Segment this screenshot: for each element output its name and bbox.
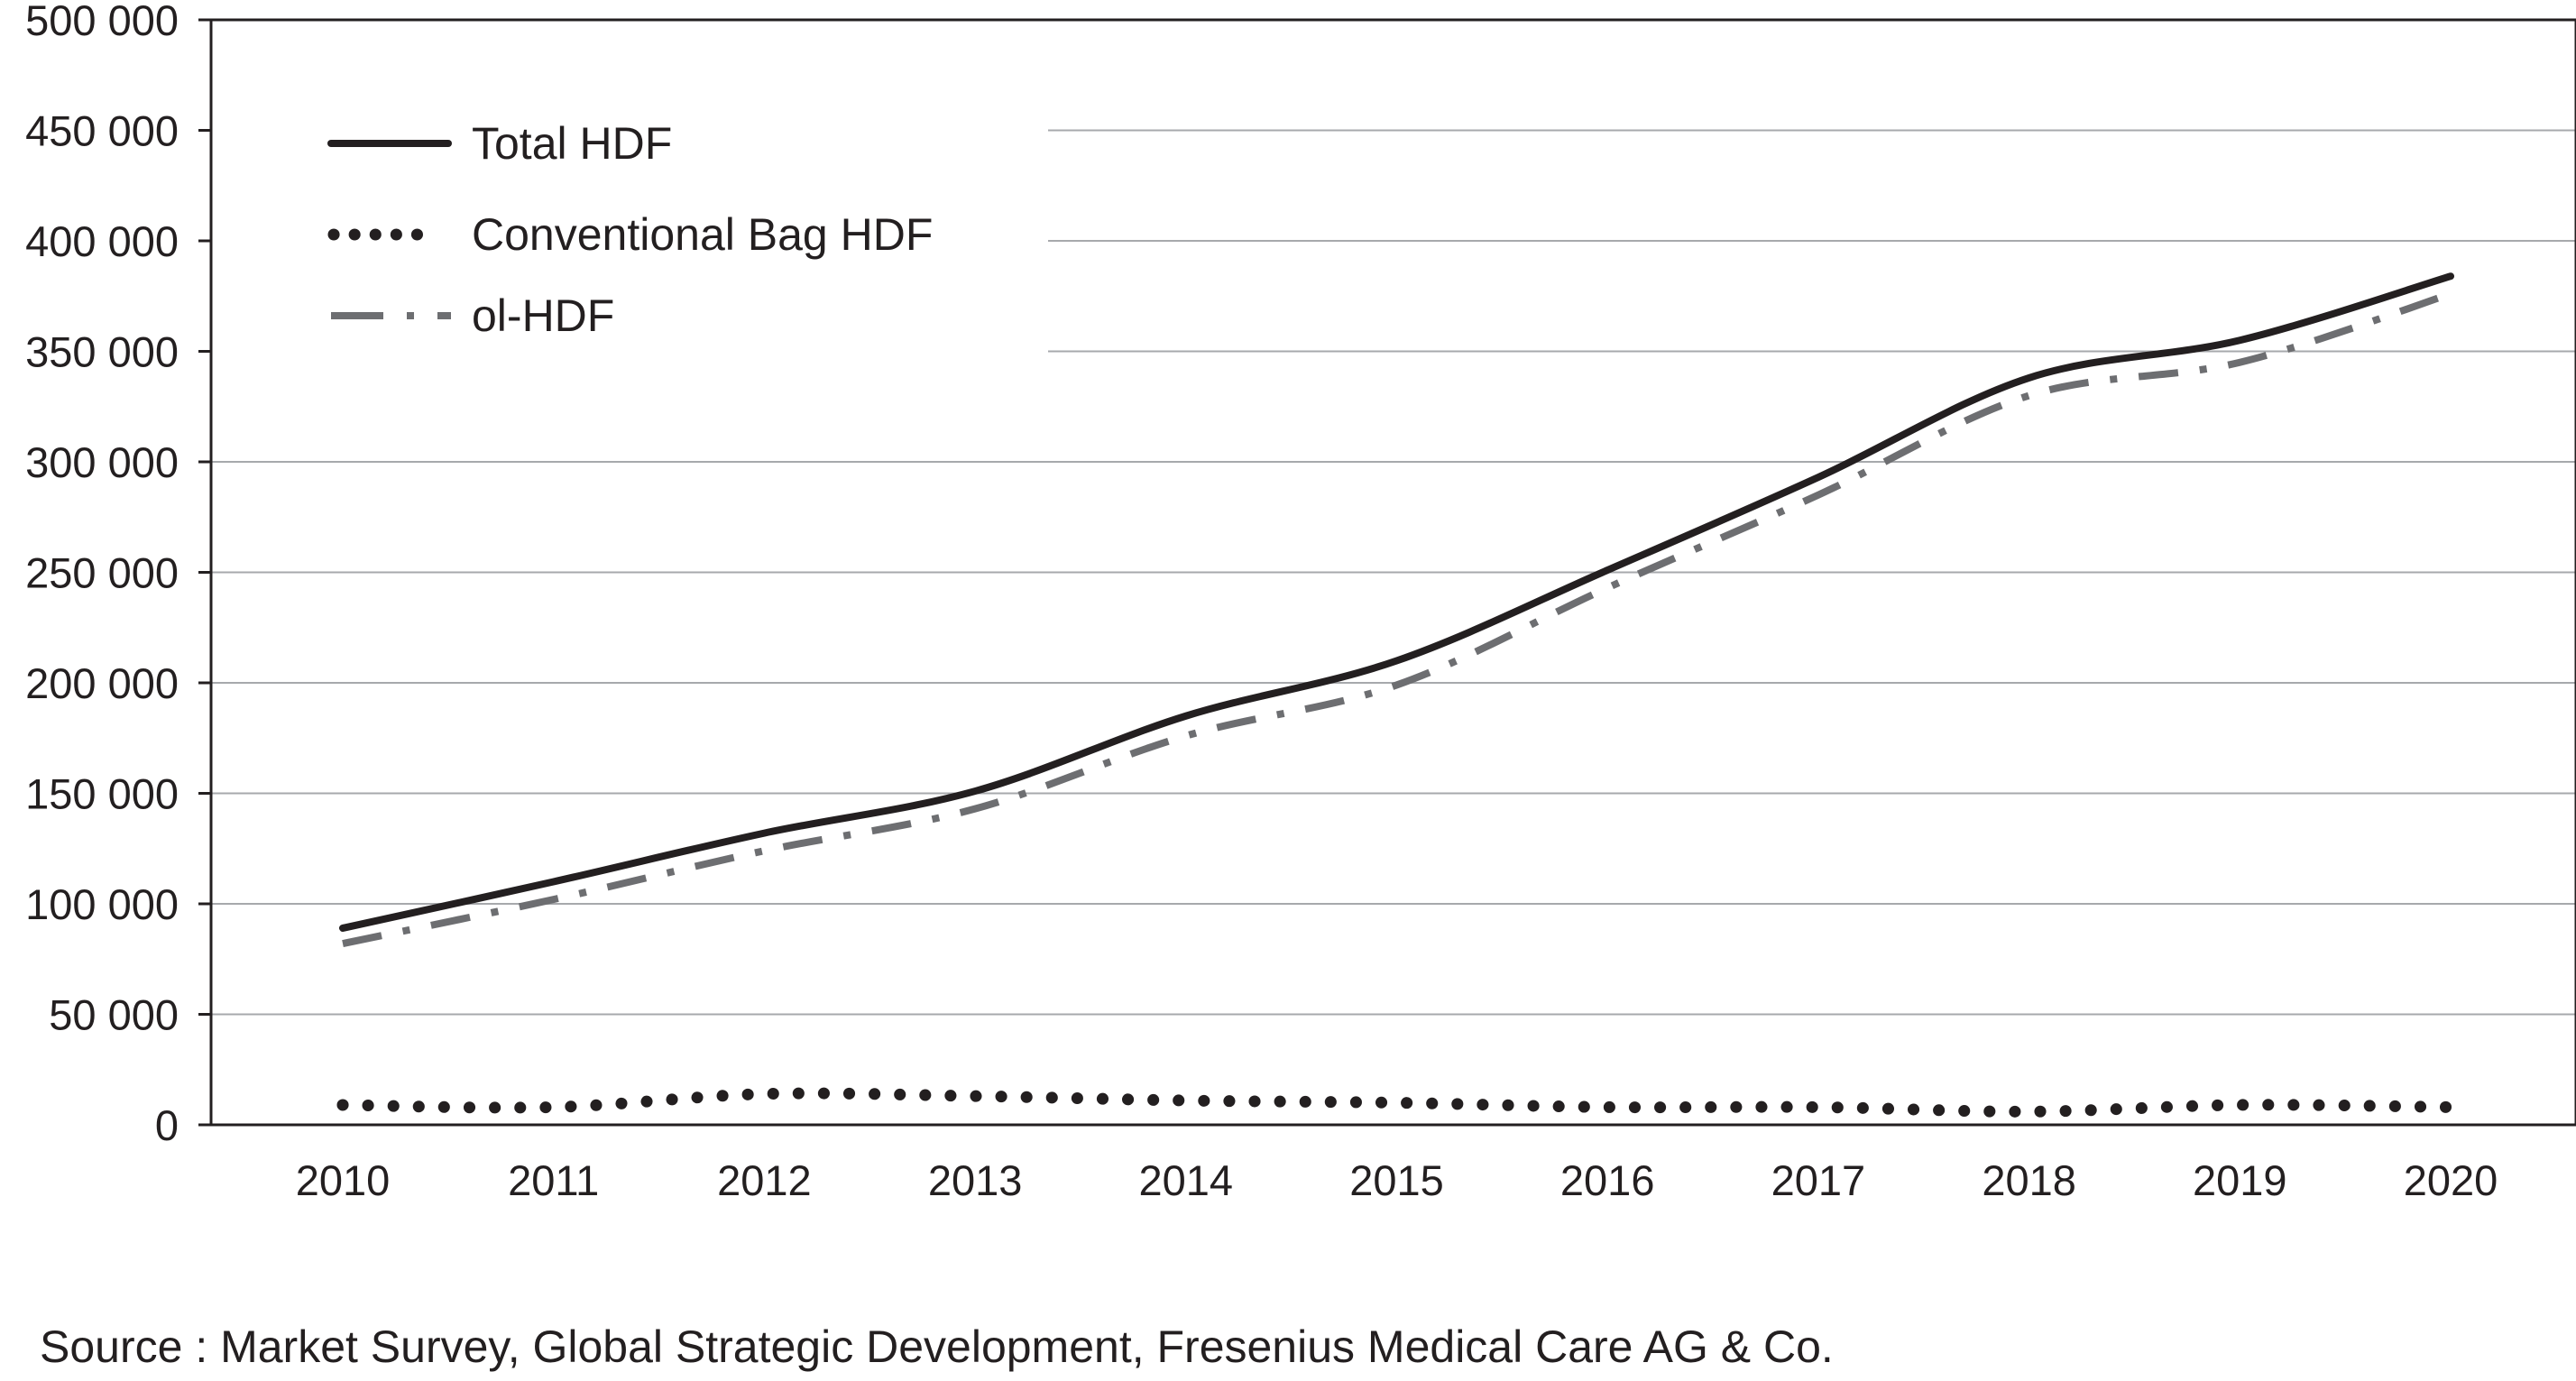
x-tick-label: 2019 bbox=[2193, 1156, 2287, 1204]
y-tick-label: 350 000 bbox=[25, 328, 179, 376]
y-axis-ticks: 0 50 000 100 000 150 000 200 000 250 000 300 0… bbox=[25, 0, 211, 1149]
legend-label: ol-HDF bbox=[472, 290, 614, 341]
series-line-ol-hdf bbox=[342, 290, 2452, 948]
source-note: Source : Market Survey, Global Strategic… bbox=[40, 1321, 1834, 1372]
y-tick-label: 250 000 bbox=[25, 549, 179, 597]
x-tick-label: 2014 bbox=[1139, 1156, 1234, 1204]
y-tick-label: 500 000 bbox=[25, 0, 179, 44]
x-tick-label: 2020 bbox=[2404, 1156, 2498, 1204]
legend-label: Total HDF bbox=[472, 118, 672, 169]
gridlines bbox=[211, 129, 2576, 1016]
y-tick-label: 300 000 bbox=[25, 438, 179, 486]
y-tick-label: 200 000 bbox=[25, 659, 179, 707]
series-line-total-hdf bbox=[339, 272, 2454, 932]
y-tick-label: 400 000 bbox=[25, 217, 179, 265]
x-tick-label: 2017 bbox=[1771, 1156, 1866, 1204]
y-tick-label: 100 000 bbox=[25, 880, 179, 928]
legend: Total HDF Conventional Bag HDF ol-HDF bbox=[327, 118, 933, 341]
y-tick-label: 450 000 bbox=[25, 107, 179, 155]
y-tick-label: 0 bbox=[155, 1101, 179, 1149]
x-axis-ticks: 2010 2011 2012 2013 2014 2015 2016 2017 2018 2019… bbox=[296, 1156, 2498, 1204]
x-tick-label: 2010 bbox=[296, 1156, 391, 1204]
x-tick-label: 2018 bbox=[1982, 1156, 2076, 1204]
y-tick-label: 150 000 bbox=[25, 770, 179, 818]
series-line-conventional-bag-hdf bbox=[336, 1087, 2457, 1118]
y-tick-label: 50 000 bbox=[49, 991, 179, 1039]
x-tick-label: 2012 bbox=[717, 1156, 812, 1204]
x-tick-label: 2016 bbox=[1560, 1156, 1655, 1204]
x-tick-label: 2011 bbox=[508, 1156, 599, 1204]
legend-label: Conventional Bag HDF bbox=[472, 209, 933, 260]
x-tick-label: 2015 bbox=[1349, 1156, 1444, 1204]
x-tick-label: 2013 bbox=[928, 1156, 1023, 1204]
series-lines bbox=[336, 272, 2457, 1118]
